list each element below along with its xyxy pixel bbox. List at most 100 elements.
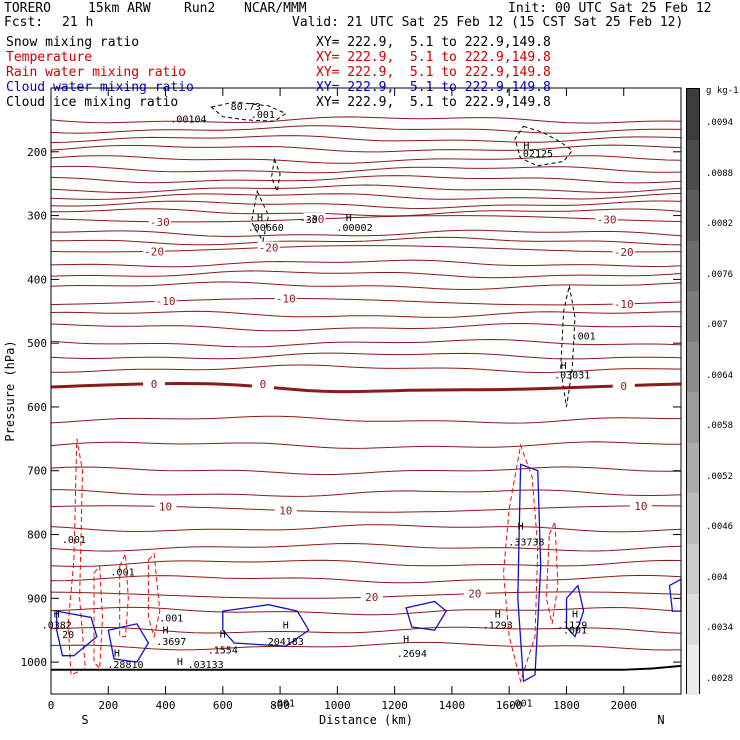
isotherm-line bbox=[50, 466, 682, 476]
contour-annotation: .001 bbox=[572, 332, 596, 343]
contour-annotation: H bbox=[163, 626, 169, 637]
cloud-ice-contour bbox=[270, 157, 281, 194]
colorbar-segment bbox=[687, 644, 699, 695]
isotherm-line bbox=[50, 236, 682, 246]
x-tick-label: 1000 bbox=[324, 699, 351, 712]
contour-annotation: H bbox=[495, 610, 501, 621]
contour-annotation: H bbox=[177, 657, 183, 668]
model-center: NCAR/MMM bbox=[244, 1, 307, 16]
contour-annotation: .001 bbox=[62, 535, 86, 546]
isotherm-label-bg bbox=[595, 213, 618, 226]
isotherm-line bbox=[50, 184, 682, 194]
colorbar-segment bbox=[687, 341, 699, 392]
model-name: TORERO bbox=[4, 1, 51, 16]
contour-annotation: H bbox=[561, 361, 567, 372]
isotherm-label: -10 bbox=[614, 298, 634, 311]
colorbar-segment bbox=[687, 543, 699, 594]
x-tick-label: 1800 bbox=[553, 699, 580, 712]
isotherm-line bbox=[50, 606, 682, 616]
isotherm-label: 20 bbox=[365, 591, 378, 604]
contour-annotation: -30 bbox=[300, 215, 318, 226]
contour-annotation: .1554 bbox=[208, 645, 238, 656]
contour-annotation: H bbox=[283, 620, 289, 631]
isotherm-label: -20 bbox=[144, 245, 164, 258]
isotherm-line bbox=[50, 641, 682, 651]
colorbar-segment bbox=[687, 139, 699, 190]
isotherm-label: 0 bbox=[260, 378, 267, 391]
contour-annotation: H bbox=[523, 141, 529, 152]
plot-frame bbox=[50, 87, 682, 695]
cloud-water-contour bbox=[517, 463, 542, 683]
isotherm-10 bbox=[50, 505, 682, 513]
isotherm-line bbox=[50, 116, 682, 124]
contour-annotation: H bbox=[114, 649, 120, 660]
legend-name-temperature: Temperature bbox=[6, 50, 93, 65]
colorbar-segment bbox=[687, 89, 699, 140]
isotherm-label-bg bbox=[143, 245, 166, 258]
y-tick-label: 300 bbox=[27, 210, 47, 223]
colorbar-label: .0034 bbox=[706, 623, 734, 634]
cloud-water-contour bbox=[56, 610, 98, 657]
isotherm-label: 10 bbox=[279, 504, 292, 517]
endpoint-right: N bbox=[657, 713, 664, 727]
endpoint-left: S bbox=[81, 713, 88, 727]
isotherm-line bbox=[50, 125, 682, 134]
contour-annotation: .00660 bbox=[248, 223, 284, 234]
isotherm-label-bg bbox=[303, 213, 326, 226]
isotherm-line bbox=[50, 338, 682, 348]
isotherm-label: -30 bbox=[305, 213, 325, 226]
contour-annotation: H bbox=[403, 635, 409, 646]
cloud-water-contour bbox=[565, 584, 585, 638]
contour-annotation: .001 bbox=[251, 110, 275, 121]
isotherm-label-bg bbox=[629, 499, 652, 512]
isotherm-label-bg bbox=[612, 379, 635, 392]
legend-xy-snow: XY= 222.9, 5.1 to 222.9,149.8 bbox=[316, 35, 551, 50]
contour-annotation: .1293 bbox=[483, 620, 513, 631]
legend-name-cloud-ice: Cloud ice mixing ratio bbox=[6, 95, 179, 110]
contour-annotation: .001 bbox=[509, 698, 533, 709]
isotherm-line bbox=[50, 310, 682, 318]
ground-surface bbox=[51, 664, 682, 671]
rain-water-contour bbox=[147, 552, 161, 639]
colorbar-segment bbox=[687, 392, 699, 443]
contour-annotation: .28810 bbox=[107, 660, 143, 671]
isotherm-line bbox=[50, 542, 682, 552]
isotherm--30 bbox=[50, 215, 682, 223]
init-time: Init: 00 UTC Sat 25 Feb 12 bbox=[508, 1, 712, 16]
x-tick-label: 600 bbox=[213, 699, 233, 712]
contour-annotation: .02125 bbox=[517, 149, 553, 160]
x-axis-title: Distance (km) bbox=[319, 713, 413, 727]
legend-xy-temperature: XY= 222.9, 5.1 to 222.9,149.8 bbox=[316, 50, 551, 65]
y-tick-label: 700 bbox=[27, 465, 47, 478]
contour-annotation: .001 bbox=[111, 568, 135, 579]
model-resolution: 15km ARW bbox=[88, 1, 151, 16]
contour-annotation: .0382 bbox=[42, 620, 72, 631]
cloud-water-contour bbox=[405, 600, 448, 631]
colorbar-segment bbox=[687, 442, 699, 493]
y-tick-label: 400 bbox=[27, 273, 47, 286]
x-tick-label: 400 bbox=[156, 699, 176, 712]
isotherm-line bbox=[50, 144, 682, 153]
contour-annotation: .3697 bbox=[156, 637, 186, 648]
x-tick-label: 1200 bbox=[381, 699, 408, 712]
isotherm-label-bg bbox=[257, 241, 280, 254]
isotherm-line bbox=[50, 559, 682, 567]
contour-annotation: H bbox=[518, 522, 524, 533]
cloud-ice-contour bbox=[210, 101, 287, 122]
isotherm-label-bg bbox=[274, 292, 297, 305]
cloud-ice-contour bbox=[560, 285, 576, 407]
colorbar-segment bbox=[687, 190, 699, 241]
contour-annotation: H bbox=[257, 213, 263, 224]
isotherm-label-bg bbox=[360, 591, 383, 604]
y-tick-label: 500 bbox=[27, 337, 47, 350]
colorbar-segment bbox=[687, 594, 699, 645]
isotherm-line bbox=[50, 441, 681, 449]
isotherm-line bbox=[50, 135, 682, 144]
contour-annotation: 20 bbox=[62, 630, 74, 641]
contour-annotation: .33738 bbox=[508, 538, 544, 549]
contour-annotation: .2694 bbox=[397, 649, 427, 660]
isotherm-label-bg bbox=[274, 504, 297, 517]
colorbar-label: .0046 bbox=[706, 522, 734, 533]
x-tick-label: 2000 bbox=[610, 699, 637, 712]
isotherm-line bbox=[50, 524, 682, 533]
